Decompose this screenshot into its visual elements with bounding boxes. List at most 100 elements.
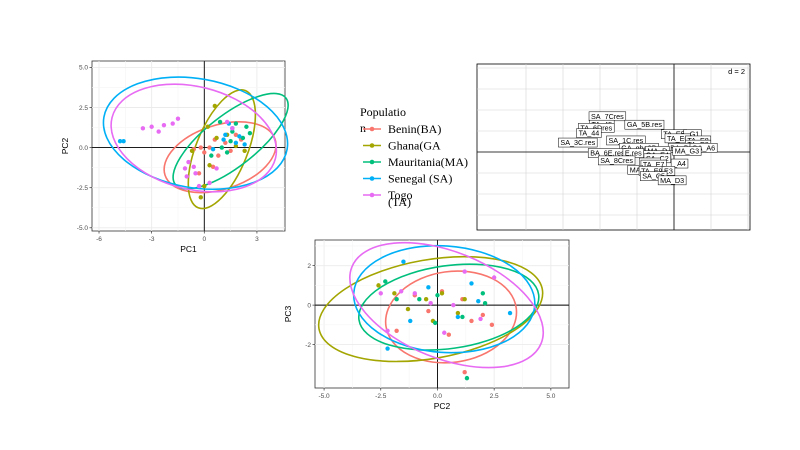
- data-point-s1-7: [405, 306, 411, 312]
- data-point-s2-3: [209, 153, 214, 158]
- data-point-s1-4: [455, 310, 461, 316]
- y-axis-title: PC3: [285, 305, 293, 322]
- x-tick-label: 3: [255, 236, 259, 243]
- data-point-s3-9: [221, 137, 226, 142]
- legend-item: Togo: [363, 188, 413, 202]
- data-point-s0-5: [480, 312, 486, 318]
- data-point-s3-1: [469, 281, 474, 286]
- confidence-ellipse-3: [102, 76, 289, 191]
- data-point-s2-8: [480, 291, 486, 296]
- biplot-label-box: [672, 146, 702, 156]
- legend-entry-label: Benin(BA): [388, 122, 441, 136]
- pca-pc1-pc2-plot: -6 -3 0 3 -5.0 -2.5 0.0 2.5 5.0 PC1 PC2: [60, 60, 289, 254]
- biplot-sample-text: TA_6Dres: [580, 123, 612, 132]
- data-point-s1-8: [233, 143, 239, 149]
- data-point-s0-0: [198, 145, 203, 150]
- legend-key-dot: [369, 143, 375, 148]
- data-point-s2-5: [244, 124, 249, 129]
- data-point-s2-9: [228, 138, 233, 144]
- data-point-s0-9: [196, 171, 202, 176]
- data-point-s3-7: [408, 318, 413, 324]
- data-point-s3-3: [233, 140, 239, 145]
- data-point-s1-0: [376, 283, 381, 288]
- legend-title-line2: n: [360, 121, 366, 135]
- x-tick-label: 2.5: [490, 393, 499, 400]
- data-point-s4-12: [230, 126, 235, 131]
- data-point-s2-1: [230, 129, 235, 134]
- biplot-sample-text: MA_D3: [660, 176, 684, 185]
- data-point-s3-2: [223, 132, 228, 137]
- data-point-s3-6: [476, 298, 481, 304]
- biplot-sample-label: MA_D3: [657, 175, 687, 186]
- biplot-sample-text: GA_A6: [692, 143, 715, 152]
- population-legend: Populatio n Benin(BA) Ghana(GA Mauritania(…: [360, 105, 468, 209]
- data-point-s4-2: [428, 300, 433, 306]
- biplot-sample-text: TA_E7: [643, 160, 664, 169]
- data-point-s2-4: [233, 121, 239, 126]
- x-tick-label: -5.0: [318, 393, 330, 400]
- data-point-s4-0: [140, 126, 146, 131]
- biplot-label-box: [558, 137, 598, 148]
- data-point-s1-7: [198, 195, 203, 200]
- data-point-s4-14: [184, 174, 189, 179]
- data-point-s3-0: [117, 138, 123, 144]
- confidence-ellipse-4: [110, 83, 278, 193]
- data-point-s4-0: [378, 291, 383, 296]
- confidence-ellipse-1: [187, 89, 257, 210]
- biplot-sample-text: TA_44: [579, 129, 600, 138]
- data-point-s3-2: [385, 346, 390, 351]
- data-point-s4-4: [462, 269, 467, 274]
- data-point-s1-3: [214, 135, 219, 141]
- pca-pc2-pc3-plot: -5.0 -2.5 0.0 2.5 5.0 -2 0 2 PC2 PC3: [285, 239, 570, 410]
- biplot-sample-text: BA_6E.res: [590, 149, 625, 158]
- data-point-s4-9: [442, 330, 447, 335]
- y-tick-label: -2.5: [77, 185, 89, 192]
- legend-item: Ghana(GA: [363, 139, 441, 153]
- y-axis-title: PC2: [60, 137, 70, 154]
- data-point-s3-1: [121, 138, 126, 144]
- data-point-s2-7: [417, 297, 422, 302]
- biplot-sample-text: SA_7Cres: [591, 112, 624, 121]
- biplot-sample-label: MA_G3: [672, 146, 702, 156]
- biplot-label-box: [657, 175, 687, 186]
- biplot-label-box: [576, 128, 602, 138]
- biplot-label-box: [661, 166, 676, 176]
- data-point-s4-3: [451, 302, 456, 308]
- biplot-sample-label: E3: [661, 166, 676, 176]
- data-point-s1-1: [207, 163, 212, 168]
- data-point-s4-5: [175, 116, 181, 121]
- x-axis-title: PC1: [180, 244, 197, 254]
- data-point-s2-1: [394, 297, 399, 302]
- data-point-s0-7: [446, 332, 452, 337]
- biplot-label-box: [624, 119, 665, 130]
- biplot-label-box: [670, 158, 689, 169]
- data-point-s4-10: [207, 180, 212, 186]
- legend-title-line1: Populatio: [360, 105, 406, 119]
- y-tick-label: -5.0: [77, 225, 89, 232]
- y-tick-label: -2: [305, 342, 311, 349]
- data-point-s2-2: [240, 135, 246, 141]
- data-point-s2-6: [217, 119, 223, 125]
- x-tick-label: 0: [202, 236, 206, 243]
- data-point-s1-6: [212, 103, 218, 109]
- data-point-s4-11: [224, 119, 230, 125]
- data-point-s1-5: [242, 148, 247, 154]
- data-point-s4-7: [398, 289, 404, 294]
- legend-item: Mauritania(MA): [363, 155, 468, 169]
- data-point-s1-2: [202, 183, 207, 189]
- data-point-s2-0: [383, 279, 388, 284]
- data-point-s4-8: [385, 328, 390, 333]
- data-point-s1-1: [392, 291, 397, 296]
- data-point-s3-4: [507, 310, 513, 316]
- data-point-s2-4: [482, 300, 488, 306]
- legend-extra-line: (TA): [388, 195, 411, 209]
- data-point-s4-1: [412, 291, 417, 296]
- data-point-s1-2: [423, 297, 429, 302]
- confidence-ellipse-1: [317, 255, 544, 363]
- biplot-sample-text: E.res: [625, 149, 642, 158]
- data-point-s4-8: [186, 159, 191, 165]
- data-point-s3-3: [455, 314, 461, 320]
- data-point-s1-9: [205, 124, 210, 129]
- data-point-s4-6: [491, 275, 497, 280]
- biplot-sample-label: SA_8Cres: [598, 155, 636, 166]
